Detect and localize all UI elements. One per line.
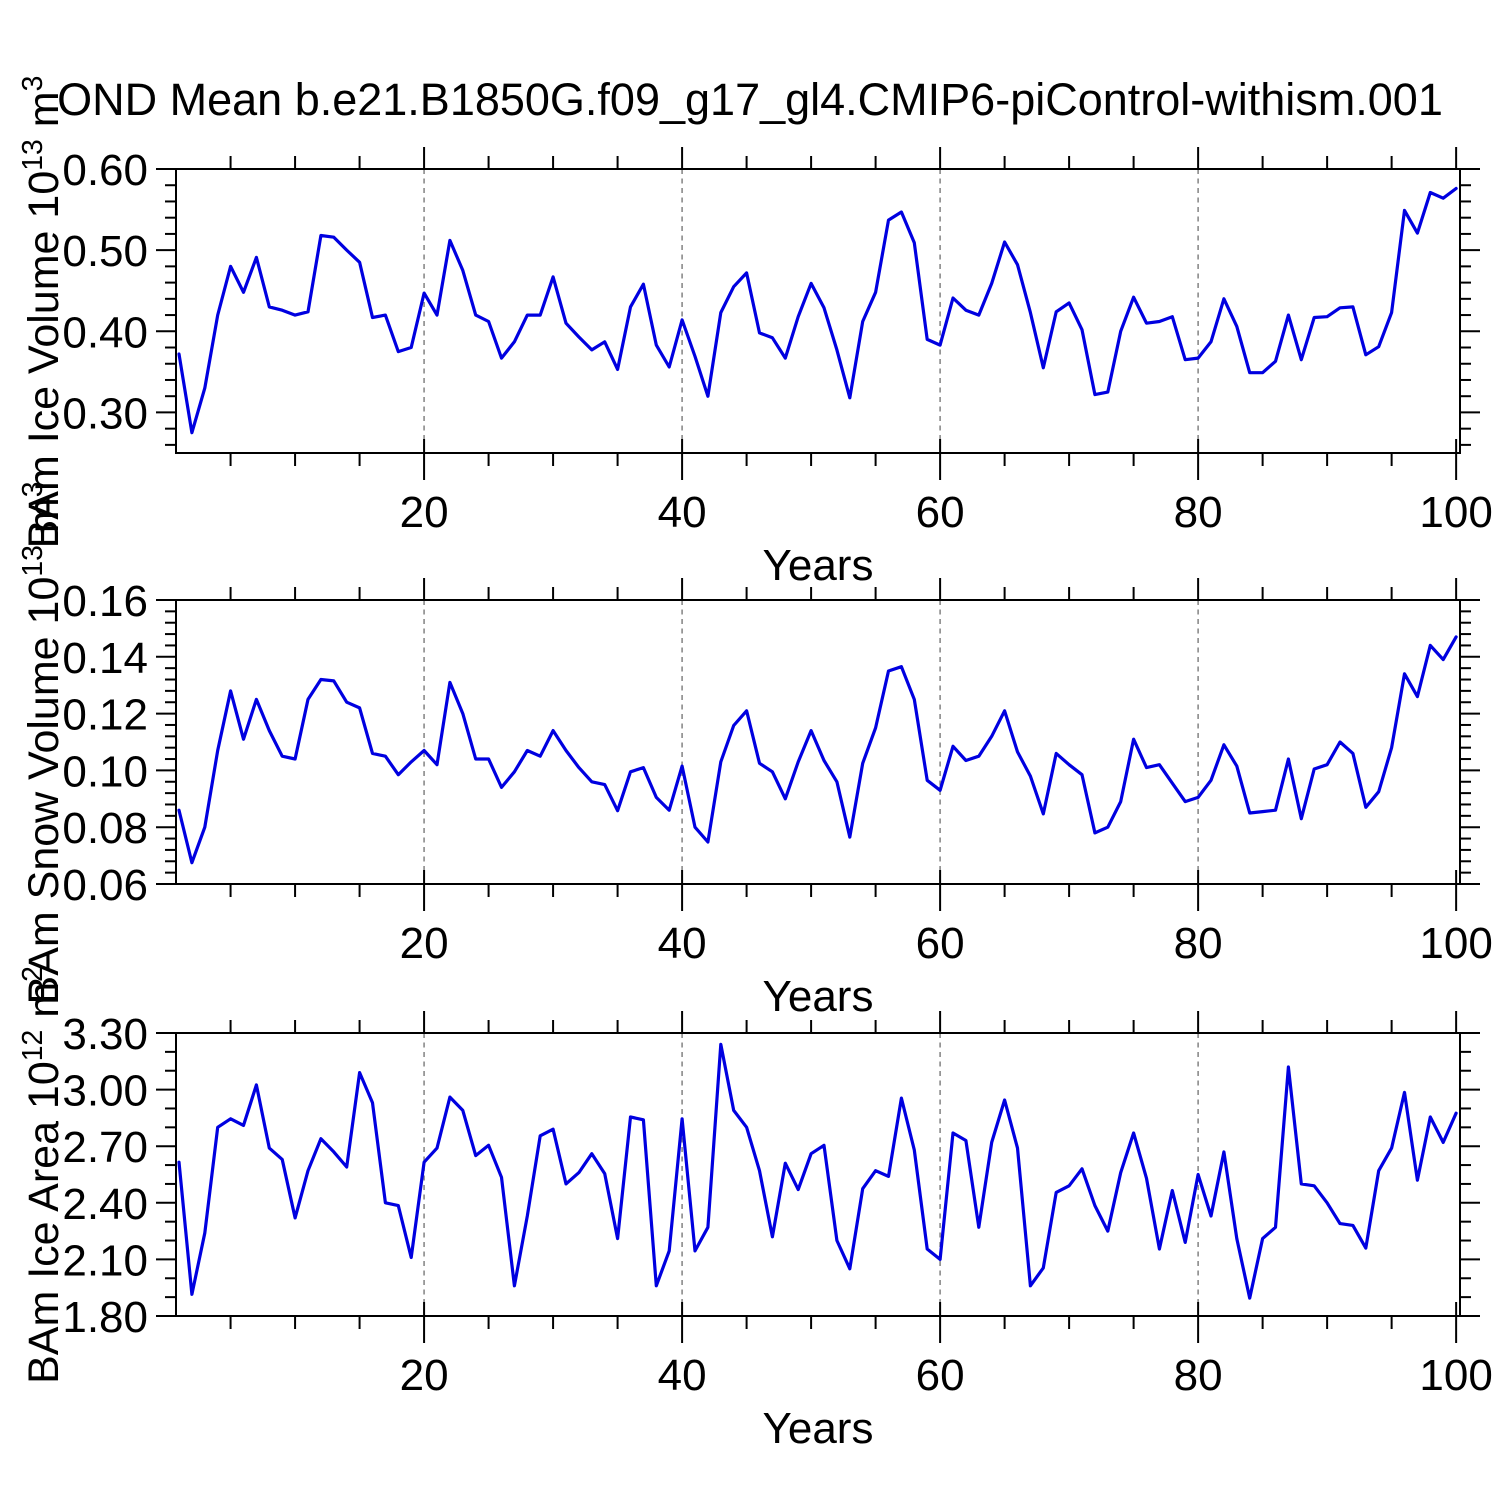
x-axis-title-2: Years	[762, 972, 874, 1021]
y-tick-labels: 0.06 0.08 0.10 0.12 0.14 0.16	[62, 577, 148, 910]
svg-text:80: 80	[1174, 919, 1223, 968]
ylabel-exponent: 3	[17, 75, 50, 92]
ylabel-text: m	[20, 981, 68, 1030]
ylabel-exponent: 12	[17, 1029, 50, 1062]
curve-ice-volume	[177, 186, 1458, 435]
svg-text:20: 20	[400, 1351, 449, 1400]
gridlines	[423, 600, 1199, 884]
svg-text:0.60: 0.60	[62, 146, 148, 195]
svg-text:80: 80	[1174, 488, 1223, 537]
panel-ice-area: 1.80 2.10 2.40 2.70 3.00 3.30 20 40 60 80 100	[62, 1010, 1492, 1400]
ylabel-exponent: 13	[17, 139, 50, 171]
curve-ice-area	[177, 1042, 1458, 1300]
ylabel-text: m	[20, 91, 68, 140]
y-tick-labels: 0.30 0.40 0.50 0.60	[62, 146, 148, 438]
svg-text:3.30: 3.30	[62, 1010, 148, 1059]
svg-text:2.10: 2.10	[62, 1236, 148, 1285]
ylabel-exponent: 2	[17, 966, 50, 982]
svg-text:2.70: 2.70	[62, 1123, 148, 1172]
gridlines	[423, 1033, 1199, 1316]
ylabel-exponent: 13	[17, 545, 50, 577]
panel-ice-volume: 0.30 0.40 0.50 0.60 20 40 60 80 100	[62, 146, 1492, 537]
ylabel-exponent: 3	[17, 481, 50, 498]
axis-box	[175, 599, 1461, 885]
svg-text:0.12: 0.12	[62, 691, 148, 740]
svg-text:20: 20	[400, 488, 449, 537]
panel-snow-volume: 0.06 0.08 0.10 0.12 0.14 0.16 20 40 60 80 100	[62, 577, 1492, 968]
ylabel-text: m	[20, 497, 68, 546]
svg-text:0.50: 0.50	[62, 227, 148, 276]
svg-text:40: 40	[658, 919, 707, 968]
svg-text:40: 40	[658, 1351, 707, 1400]
x-tick-labels: 20 40 60 80 100	[400, 1351, 1493, 1400]
ticks	[156, 1011, 1480, 1343]
svg-text:0.40: 0.40	[62, 308, 148, 357]
svg-text:0.30: 0.30	[62, 389, 148, 438]
ticks	[156, 147, 1480, 480]
svg-text:2.40: 2.40	[62, 1180, 148, 1229]
svg-text:3.00: 3.00	[62, 1067, 148, 1116]
svg-text:100: 100	[1419, 1351, 1492, 1400]
svg-text:100: 100	[1419, 919, 1492, 968]
svg-text:20: 20	[400, 919, 449, 968]
svg-text:0.14: 0.14	[62, 634, 148, 683]
ticks	[156, 578, 1480, 911]
svg-text:0.10: 0.10	[62, 747, 148, 796]
x-axis-title-3: Years	[762, 1404, 874, 1453]
svg-text:80: 80	[1174, 1351, 1223, 1400]
axis-box	[175, 1032, 1461, 1317]
svg-text:1.80: 1.80	[62, 1293, 148, 1342]
x-axis-title-1: Years	[762, 541, 874, 590]
svg-text:40: 40	[658, 488, 707, 537]
y-axis-title-ice-area: BAm Ice Area 1012 m2	[17, 825, 68, 1500]
x-tick-labels: 20 40 60 80 100	[400, 919, 1493, 968]
svg-text:100: 100	[1419, 488, 1492, 537]
svg-text:60: 60	[916, 1351, 965, 1400]
svg-text:60: 60	[916, 919, 965, 968]
svg-text:60: 60	[916, 488, 965, 537]
svg-text:0.08: 0.08	[62, 804, 148, 853]
chart-title: OND Mean b.e21.B1850G.f09_g17_gl4.CMIP6-…	[57, 74, 1443, 125]
curve-snow-volume	[177, 635, 1458, 865]
y-tick-labels: 1.80 2.10 2.40 2.70 3.00 3.30	[62, 1010, 148, 1342]
x-tick-labels: 20 40 60 80 100	[400, 488, 1493, 537]
ylabel-text: BAm Ice Area 10	[20, 1061, 68, 1384]
svg-text:0.16: 0.16	[62, 577, 148, 626]
svg-text:0.06: 0.06	[62, 861, 148, 910]
axis-box	[175, 168, 1461, 454]
